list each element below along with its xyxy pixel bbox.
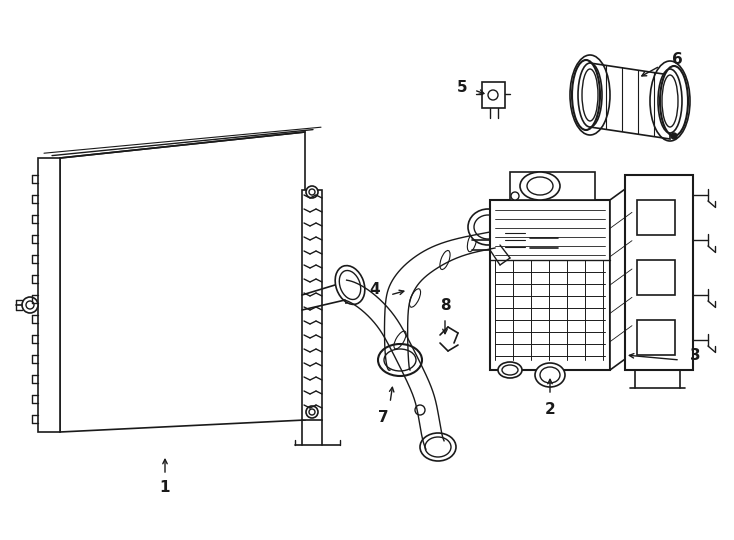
Circle shape [22,297,38,313]
Polygon shape [637,320,675,355]
Circle shape [511,192,519,200]
Polygon shape [510,172,595,200]
Ellipse shape [535,363,565,387]
Circle shape [26,301,34,309]
Ellipse shape [578,63,602,127]
Polygon shape [302,190,322,420]
Circle shape [309,409,315,415]
Polygon shape [60,132,305,432]
Polygon shape [482,82,505,108]
Circle shape [309,189,315,195]
Circle shape [306,186,318,198]
Ellipse shape [658,69,682,133]
Circle shape [306,406,318,418]
Circle shape [415,405,425,415]
Polygon shape [38,158,60,432]
Text: 2: 2 [545,402,556,417]
Circle shape [671,133,677,139]
Polygon shape [590,63,670,139]
Text: 6: 6 [672,52,683,68]
Polygon shape [637,200,675,235]
Polygon shape [637,260,675,295]
Polygon shape [625,175,693,370]
Text: 3: 3 [690,348,700,362]
Text: 4: 4 [370,282,380,298]
Ellipse shape [498,362,522,378]
Ellipse shape [378,344,422,376]
Text: 5: 5 [457,80,468,96]
Text: 1: 1 [160,480,170,495]
Ellipse shape [468,209,508,245]
Text: 8: 8 [440,298,451,313]
Text: 7: 7 [378,410,388,426]
Polygon shape [490,200,610,370]
Ellipse shape [420,433,456,461]
Ellipse shape [335,266,365,305]
Polygon shape [498,225,530,255]
Polygon shape [610,184,632,370]
Ellipse shape [520,172,560,200]
